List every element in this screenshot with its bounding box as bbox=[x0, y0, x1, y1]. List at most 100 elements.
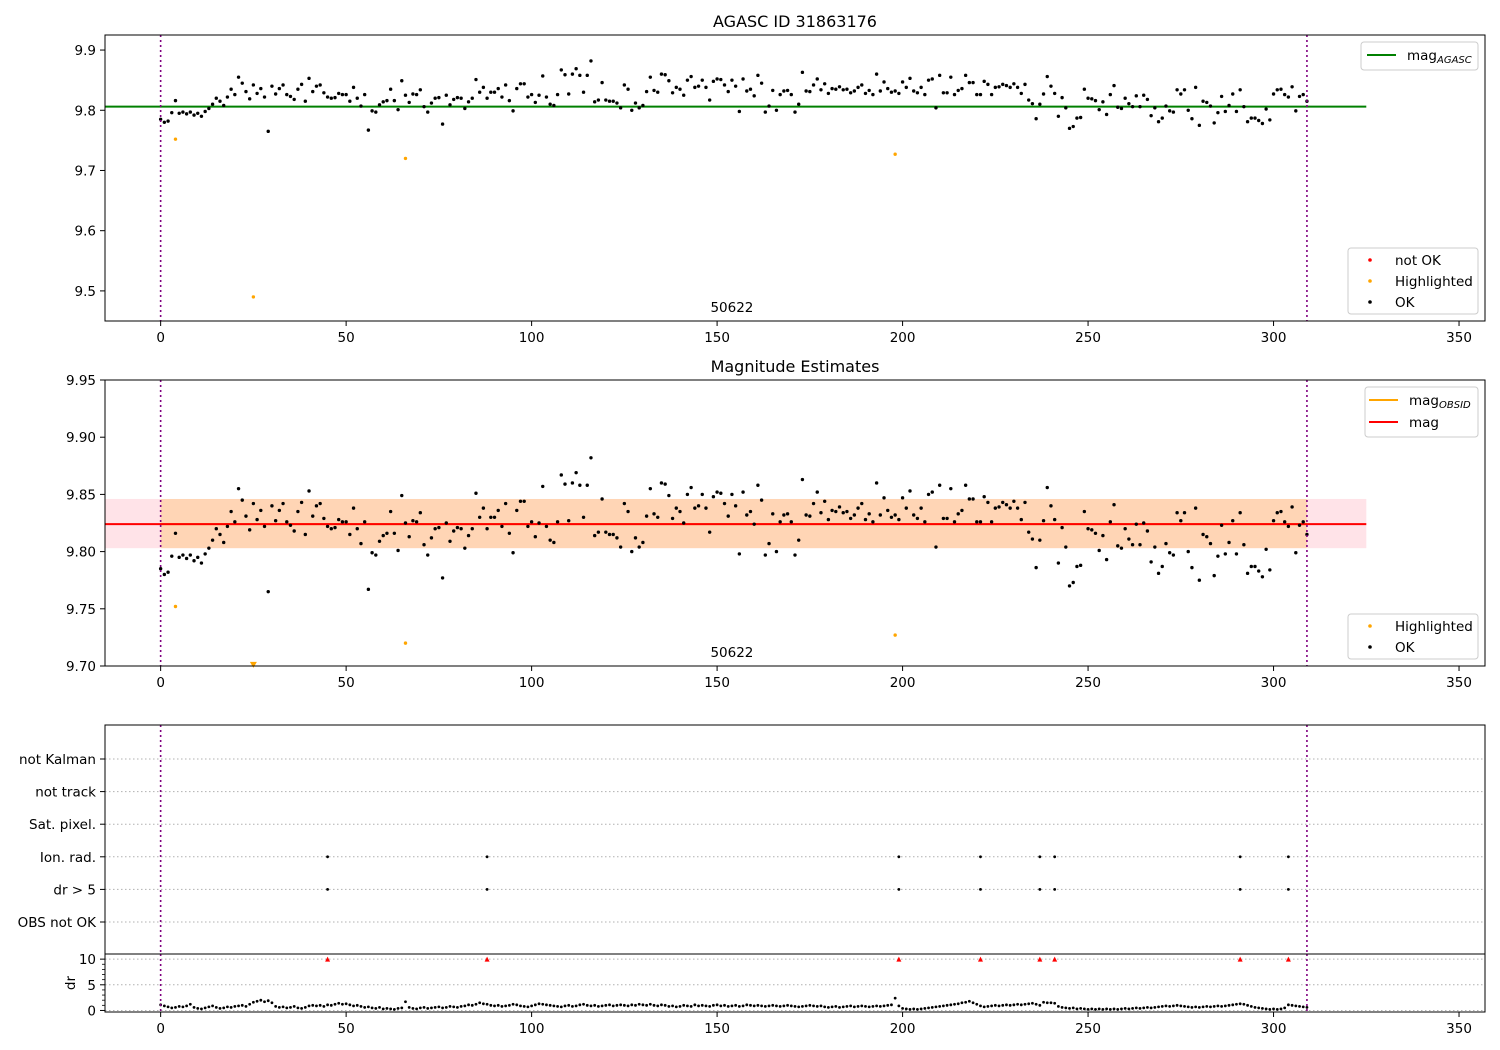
dr-point bbox=[1116, 1008, 1120, 1011]
dr-point bbox=[1049, 1001, 1053, 1005]
dr-point bbox=[893, 996, 897, 1000]
ok-point bbox=[1045, 485, 1049, 490]
ok-point bbox=[559, 473, 563, 477]
dr-point bbox=[352, 1004, 355, 1008]
ok-point bbox=[340, 92, 345, 97]
ok-point bbox=[886, 508, 890, 513]
ok-point bbox=[759, 81, 764, 85]
ok-point bbox=[1231, 519, 1235, 523]
ok-point bbox=[604, 530, 608, 534]
dr-point bbox=[990, 1004, 994, 1008]
ok-point bbox=[340, 520, 345, 524]
ok-point bbox=[448, 539, 452, 544]
dr-point bbox=[1056, 1004, 1060, 1008]
y-tick-label: 9.8 bbox=[75, 103, 96, 119]
ok-point bbox=[912, 89, 916, 93]
ok-point bbox=[1038, 102, 1042, 106]
dr-point bbox=[1153, 1005, 1157, 1009]
ok-point bbox=[1015, 506, 1020, 510]
dr-point bbox=[1168, 1004, 1172, 1008]
dr-point bbox=[1283, 1006, 1287, 1010]
ok-point bbox=[1186, 549, 1190, 554]
ok-point bbox=[500, 524, 504, 529]
ok-point bbox=[1093, 98, 1098, 103]
flag-point bbox=[485, 888, 489, 891]
legend-marker-swatch bbox=[1368, 300, 1372, 304]
ok-point bbox=[477, 515, 482, 519]
ok-point bbox=[281, 83, 285, 87]
dr-point bbox=[248, 1002, 252, 1006]
dr-point bbox=[741, 1004, 745, 1008]
ok-point bbox=[314, 504, 319, 508]
ok-point bbox=[1171, 110, 1176, 114]
ok-point bbox=[886, 86, 890, 91]
ok-point bbox=[259, 508, 263, 513]
dr-point bbox=[763, 1004, 767, 1008]
ok-point bbox=[518, 499, 523, 503]
ok-point bbox=[908, 489, 912, 493]
ok-point bbox=[496, 508, 500, 513]
ok-point bbox=[1052, 517, 1057, 522]
ok-point bbox=[756, 73, 760, 78]
x-tick-label: 350 bbox=[1446, 1021, 1472, 1037]
ok-point bbox=[266, 129, 270, 134]
legend-label-text: mag bbox=[1409, 393, 1439, 409]
ok-point bbox=[737, 552, 742, 556]
ok-point bbox=[166, 570, 170, 574]
ok-point bbox=[1149, 560, 1153, 564]
ok-point bbox=[470, 96, 474, 100]
dr-point bbox=[930, 1005, 934, 1009]
ok-point bbox=[433, 527, 437, 531]
ok-point bbox=[1064, 106, 1068, 110]
ok-point bbox=[926, 78, 931, 82]
ok-point bbox=[663, 482, 667, 486]
ok-point bbox=[830, 508, 834, 513]
flag-point bbox=[326, 855, 329, 859]
x-tick-label: 250 bbox=[1075, 675, 1101, 691]
dr-point bbox=[459, 1004, 463, 1008]
ok-point bbox=[162, 572, 167, 577]
ok-point bbox=[615, 536, 619, 540]
dr-point bbox=[622, 1003, 626, 1007]
ok-point bbox=[1205, 535, 1209, 539]
ok-point bbox=[978, 520, 983, 524]
dr-point bbox=[355, 1003, 359, 1007]
dr-point bbox=[812, 1004, 815, 1008]
dr-point bbox=[656, 1004, 660, 1008]
y-tick-label: 9.80 bbox=[66, 545, 96, 561]
ok-point bbox=[170, 110, 174, 115]
ok-point bbox=[822, 499, 827, 503]
dr-point bbox=[608, 1003, 611, 1007]
ok-point bbox=[533, 535, 538, 539]
dr-point bbox=[1253, 1005, 1257, 1009]
dr-point bbox=[671, 1004, 674, 1008]
ok-point bbox=[218, 99, 222, 103]
dr-point bbox=[448, 1004, 452, 1008]
dr-point bbox=[686, 1004, 689, 1008]
ok-point bbox=[1060, 525, 1064, 530]
ok-point bbox=[1290, 85, 1294, 89]
dr-point bbox=[1082, 1007, 1086, 1011]
ok-point bbox=[1260, 575, 1265, 579]
ok-point bbox=[1071, 580, 1075, 585]
ok-point bbox=[726, 514, 730, 518]
ok-point bbox=[778, 92, 782, 97]
dr-point bbox=[381, 1007, 385, 1011]
ok-point bbox=[707, 98, 712, 102]
ok-point bbox=[1160, 116, 1164, 120]
ok-point bbox=[385, 531, 389, 535]
ok-point bbox=[1231, 92, 1235, 96]
ok-point bbox=[440, 122, 445, 126]
ok-point bbox=[448, 103, 452, 107]
ok-point bbox=[648, 486, 653, 491]
dr-point bbox=[960, 1001, 964, 1005]
ok-point bbox=[860, 83, 864, 87]
ok-point bbox=[674, 506, 678, 510]
dr-point bbox=[567, 1003, 571, 1007]
ok-point bbox=[767, 541, 771, 546]
ok-point bbox=[626, 87, 630, 91]
ok-point bbox=[173, 531, 178, 535]
x-tick-label: 150 bbox=[704, 1021, 730, 1037]
ok-point bbox=[975, 92, 979, 97]
ok-point bbox=[1067, 126, 1072, 131]
